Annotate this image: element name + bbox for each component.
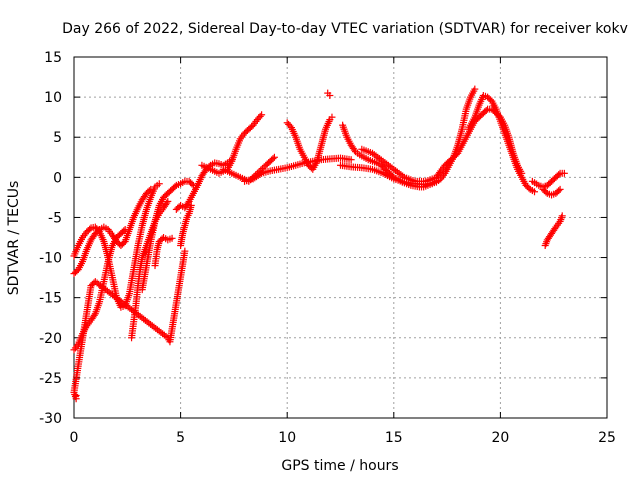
data-point <box>188 180 196 188</box>
y-tick-label: -25 <box>39 371 62 387</box>
data-point <box>286 122 294 130</box>
x-tick-label: 25 <box>598 430 616 446</box>
plot-frame <box>73 56 608 419</box>
y-tick-label: -15 <box>39 291 62 307</box>
data-point <box>558 212 566 220</box>
data-point <box>560 169 568 177</box>
y-tick-label: 0 <box>53 170 62 186</box>
data-point <box>328 113 336 121</box>
y-tick-label: 10 <box>44 90 62 106</box>
axis-ticks <box>73 56 608 419</box>
x-axis-label: GPS time / hours <box>281 458 398 474</box>
data-point <box>482 106 490 114</box>
data-point <box>326 92 334 100</box>
data-point <box>90 311 98 319</box>
chart-title: Day 266 of 2022, Sidereal Day-to-day VTE… <box>62 21 628 37</box>
y-tick-label: -30 <box>39 411 62 427</box>
data-point <box>555 187 563 195</box>
data-point <box>86 225 94 233</box>
x-tick-label: 10 <box>278 430 296 446</box>
x-tick-label: 0 <box>70 430 79 446</box>
data-point <box>347 156 355 164</box>
y-axis-label: SDTVAR / TECUs <box>6 181 22 296</box>
data-point <box>94 227 102 235</box>
data-point <box>147 185 155 193</box>
data-point <box>350 146 358 154</box>
data-point <box>181 247 189 255</box>
y-tick-label: 5 <box>53 130 62 146</box>
x-tick-labels: 0 5 10 15 20 25 <box>70 430 616 446</box>
y-tick-label: -20 <box>39 331 62 347</box>
y-tick-label: 15 <box>44 50 62 66</box>
data-point <box>164 197 172 205</box>
data-point <box>555 171 563 179</box>
data-point <box>531 188 539 196</box>
data-point <box>168 234 176 242</box>
data-point <box>556 185 564 193</box>
data-point <box>258 111 266 119</box>
data-point <box>542 188 550 196</box>
y-tick-labels: -30 -25 -20 -15 -10 -5 0 5 10 15 <box>39 50 62 427</box>
data-points <box>70 85 568 403</box>
data-point <box>120 227 128 235</box>
data-point <box>155 180 163 188</box>
data-point <box>121 225 129 233</box>
x-tick-label: 20 <box>491 430 509 446</box>
data-point <box>187 201 195 209</box>
data-point <box>270 153 278 161</box>
x-tick-label: 15 <box>385 430 403 446</box>
data-point <box>525 184 533 192</box>
x-tick-label: 5 <box>176 430 185 446</box>
data-point <box>256 112 264 120</box>
data-point <box>145 187 153 195</box>
data-point <box>171 183 179 191</box>
data-point <box>258 165 266 173</box>
data-point <box>256 170 264 178</box>
y-tick-label: -10 <box>39 251 62 267</box>
data-point <box>269 155 277 163</box>
data-point <box>163 199 171 207</box>
grid <box>74 57 607 418</box>
data-point <box>471 85 479 93</box>
y-tick-label: -5 <box>48 210 62 226</box>
